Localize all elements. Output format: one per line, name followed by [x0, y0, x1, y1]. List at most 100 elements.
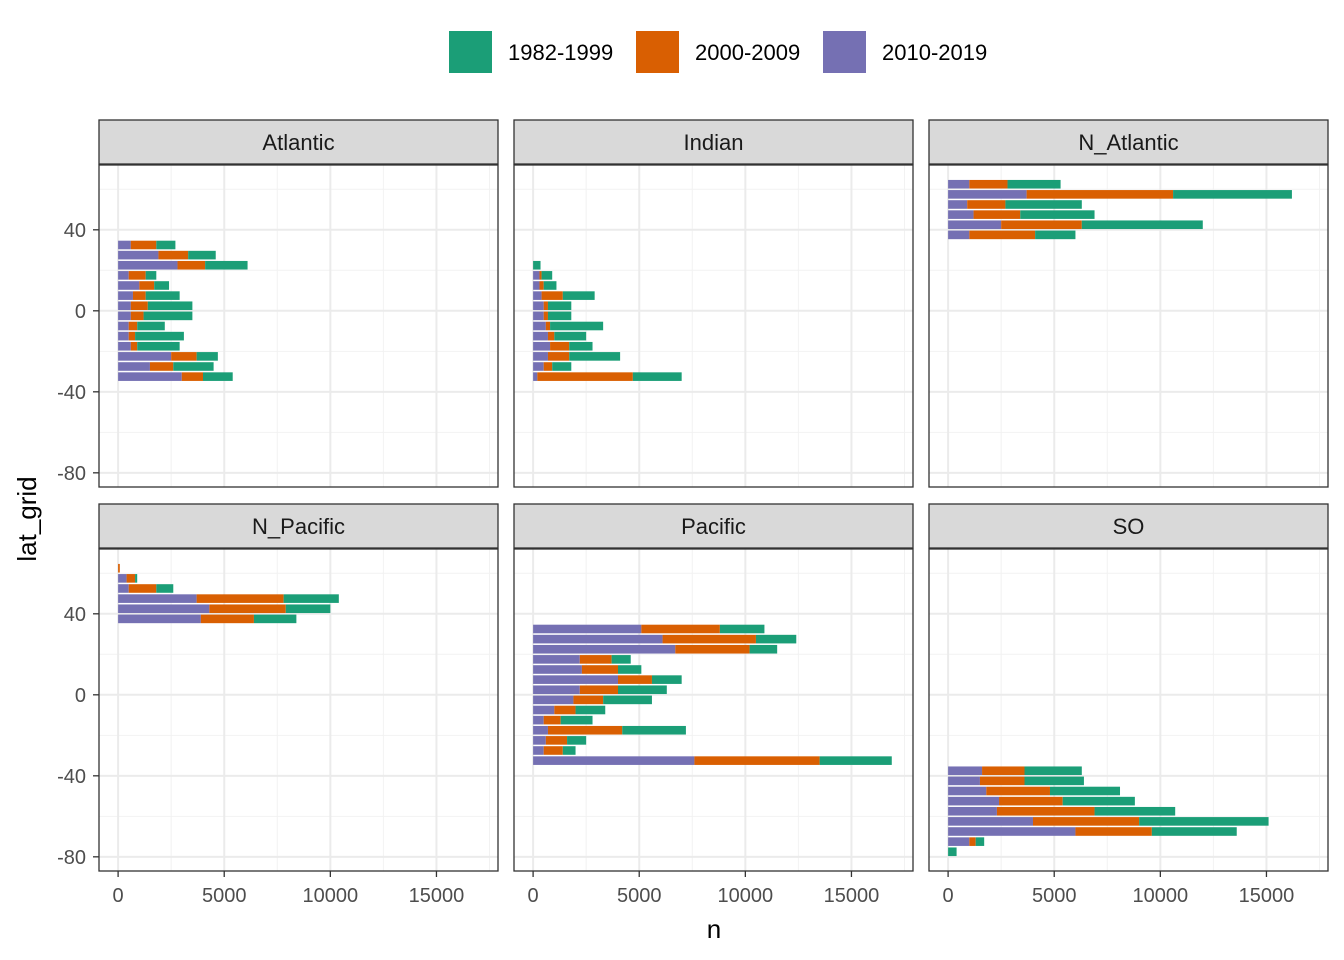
x-tick-label: 5000	[617, 885, 662, 907]
bar-segment	[567, 736, 587, 745]
bar-segment	[533, 271, 540, 280]
legend-label: 2000-2009	[695, 40, 800, 65]
bar-segment	[202, 372, 233, 381]
legend-key	[823, 31, 866, 73]
bar-segment	[1081, 220, 1203, 230]
bar-segment	[128, 271, 146, 280]
bar-segment	[156, 240, 176, 250]
panel-border	[928, 164, 1329, 488]
bar-segment	[1007, 179, 1061, 189]
bar-segment	[253, 614, 297, 624]
bar-segment	[200, 614, 254, 624]
bar-segment	[539, 281, 544, 290]
panel-border	[513, 548, 914, 872]
bar-segment	[948, 210, 974, 219]
x-tick-label: 10000	[718, 885, 774, 907]
bar-segment	[1062, 796, 1135, 806]
bar-segment	[755, 634, 797, 644]
bar-segment	[173, 362, 214, 371]
bar-segment	[118, 352, 172, 361]
bar-segment	[982, 766, 1025, 776]
bar-segment	[996, 806, 1095, 816]
bar-segment	[533, 291, 542, 300]
facet-strip	[98, 119, 499, 165]
bar-segment	[128, 331, 136, 341]
bar-segment	[118, 563, 120, 573]
panel-border	[98, 164, 499, 488]
bar-segment	[118, 271, 129, 280]
bar-segment	[1075, 827, 1152, 836]
bar-segment	[188, 250, 216, 260]
facet-panel: Pacific 0 5000 10000 15000	[513, 503, 914, 907]
panel-border	[928, 548, 1329, 872]
bar-segment	[948, 200, 968, 209]
bar-segment	[999, 796, 1063, 806]
bar-segment	[130, 341, 138, 351]
facet-strip	[513, 503, 914, 549]
bar-segment	[611, 655, 631, 664]
x-tick-label: 5000	[202, 885, 247, 907]
bar-segment	[533, 352, 548, 361]
facet-panel: N_Pacific -80 -40 0 40 0 5000 10000 15000	[57, 503, 499, 907]
x-tick-label: 5000	[1032, 885, 1077, 907]
bar-segment	[675, 644, 750, 654]
bar-segment	[1024, 776, 1084, 786]
bar-segment	[1151, 827, 1237, 836]
bar-segment	[537, 372, 633, 381]
bar-segment	[118, 311, 131, 321]
bar-segment	[118, 331, 129, 341]
bar-segment	[547, 725, 623, 735]
bar-segment	[948, 766, 983, 776]
bar-segment	[533, 260, 541, 270]
bar-segment	[948, 220, 1002, 230]
bar-segment	[130, 301, 148, 311]
bar-segment	[143, 311, 193, 321]
bar-segment	[533, 725, 548, 735]
x-tick-label: 15000	[1239, 885, 1295, 907]
bar-segment	[118, 240, 131, 250]
legend-key	[636, 31, 679, 73]
x-tick-label: 0	[113, 885, 124, 907]
bar-segment	[969, 230, 1036, 240]
bar-segment	[552, 362, 572, 371]
y-tick-label: 40	[64, 604, 86, 626]
bar-segment	[533, 665, 582, 674]
bar-segment	[533, 372, 538, 381]
y-tick-label: -40	[57, 382, 86, 404]
bar-segment	[118, 594, 197, 603]
panel-border	[513, 164, 914, 488]
bar-segment	[139, 281, 155, 290]
bar-segment	[533, 705, 555, 715]
bar-segment	[979, 776, 1025, 786]
bar-segment	[154, 281, 170, 290]
bar-segment	[533, 624, 642, 634]
bar-segment	[128, 584, 157, 593]
bar-segment	[209, 604, 286, 614]
bar-segment	[543, 715, 561, 725]
bar-segment	[533, 715, 544, 725]
bar-segment	[662, 634, 756, 644]
bar-segment	[1032, 817, 1140, 826]
bar-segment	[967, 200, 1006, 209]
bar-segment	[1049, 786, 1121, 796]
bar-segment	[948, 827, 1076, 836]
panel-border	[98, 548, 499, 872]
bar-segment	[533, 634, 663, 644]
bar-segment	[603, 695, 652, 705]
bar-segment	[948, 837, 970, 846]
bar-segment	[545, 321, 551, 331]
bar-segment	[1001, 220, 1082, 230]
y-tick-label: -40	[57, 766, 86, 788]
bar-segment	[573, 695, 604, 705]
facet-strip	[928, 119, 1329, 165]
bar-segment	[130, 311, 144, 321]
bar-segment	[1026, 190, 1174, 199]
bar-segment	[205, 260, 248, 270]
bar-segment	[118, 574, 127, 583]
facet-title: SO	[1113, 514, 1145, 539]
x-tick-label: 15000	[409, 885, 465, 907]
facet-panel: N_Atlantic	[928, 119, 1329, 488]
legend-key	[449, 31, 492, 73]
legend-item: 2000-2009	[636, 31, 800, 73]
x-axis-title: n	[707, 914, 721, 944]
